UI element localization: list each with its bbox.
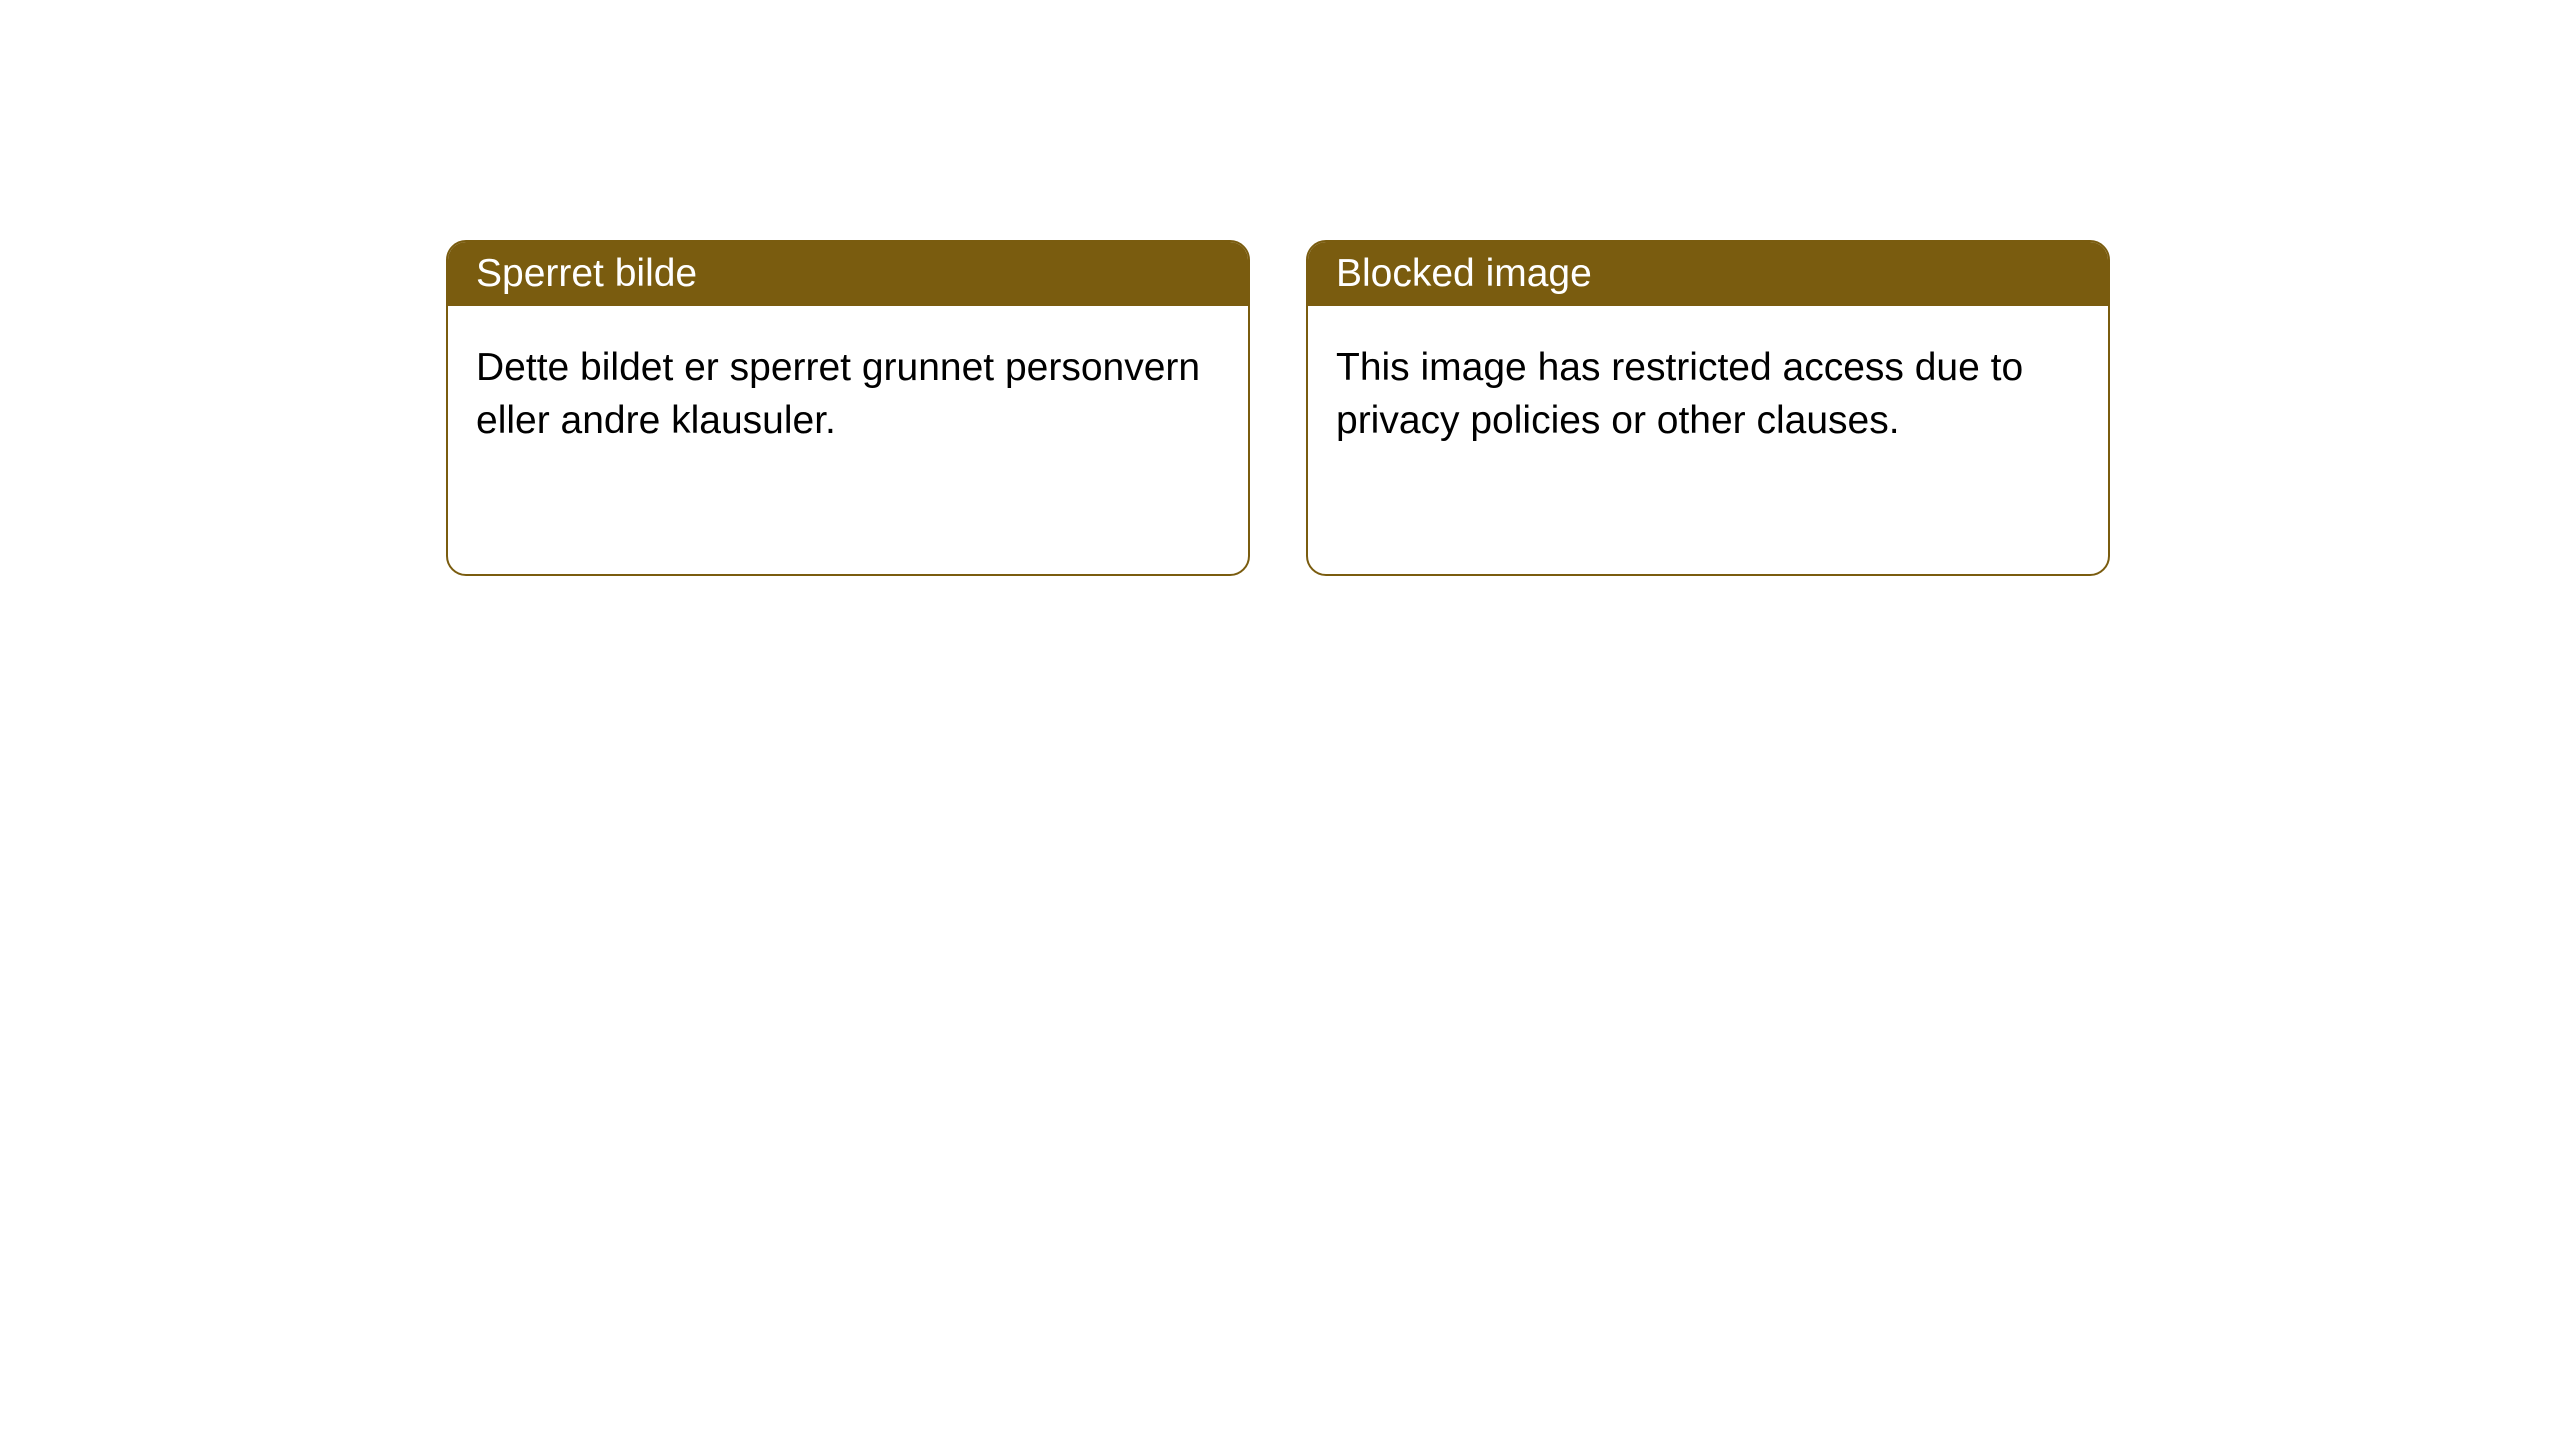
blocked-image-card-en: Blocked image This image has restricted …	[1306, 240, 2110, 576]
card-body-en: This image has restricted access due to …	[1308, 306, 2108, 483]
notice-container: Sperret bilde Dette bildet er sperret gr…	[0, 0, 2560, 576]
card-body-no: Dette bildet er sperret grunnet personve…	[448, 306, 1248, 483]
card-header-en: Blocked image	[1308, 242, 2108, 306]
card-text-en: This image has restricted access due to …	[1336, 346, 2023, 442]
card-title-en: Blocked image	[1336, 252, 1592, 295]
card-title-no: Sperret bilde	[476, 252, 697, 295]
card-text-no: Dette bildet er sperret grunnet personve…	[476, 346, 1200, 442]
blocked-image-card-no: Sperret bilde Dette bildet er sperret gr…	[446, 240, 1250, 576]
card-header-no: Sperret bilde	[448, 242, 1248, 306]
